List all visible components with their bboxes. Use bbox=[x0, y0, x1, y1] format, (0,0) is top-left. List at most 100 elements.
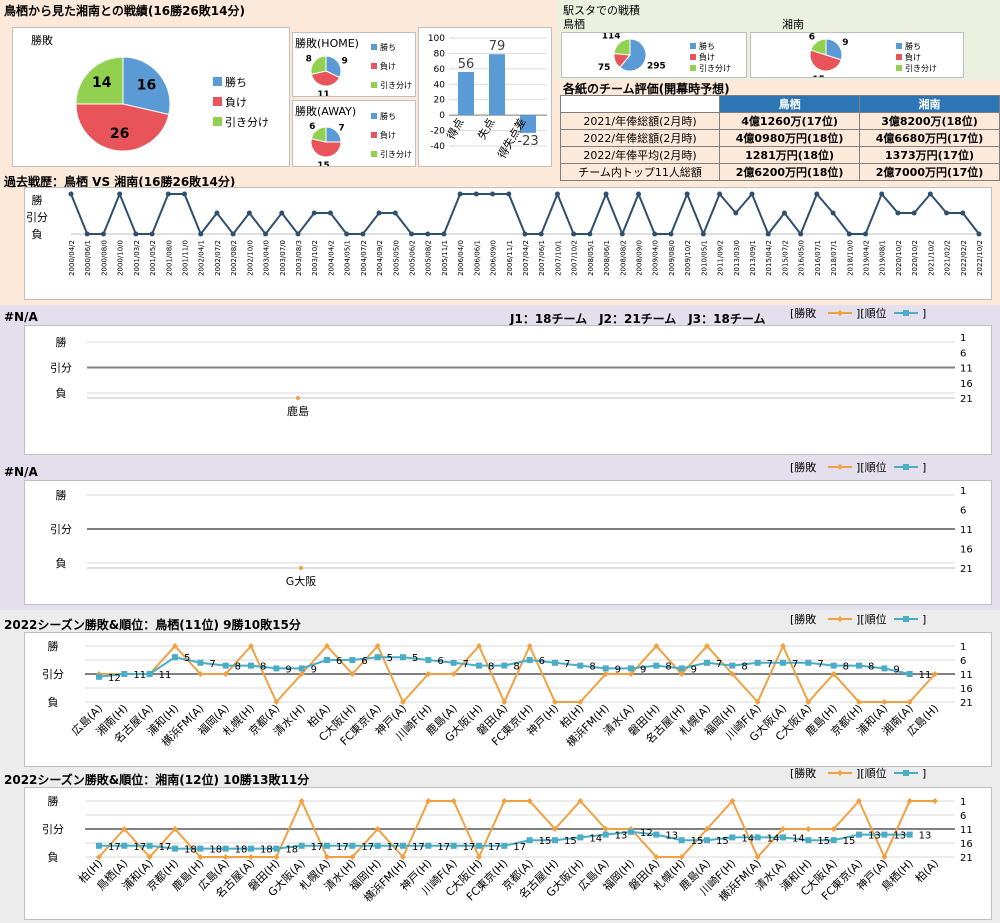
history-date-label: 2009/10/2 bbox=[684, 240, 692, 276]
history-date-label: 2008/08/2 bbox=[619, 240, 627, 276]
legend-swatch bbox=[690, 54, 696, 60]
rank-point bbox=[704, 659, 710, 666]
legend-swatch bbox=[371, 132, 377, 138]
result-point bbox=[704, 826, 710, 832]
history-date-label: 2008/09/0 bbox=[636, 240, 644, 276]
result-point bbox=[501, 798, 508, 804]
eval-row: 2021/年俸総額(2月時) 4億1260万(17位) 3億8200万(18位) bbox=[559, 112, 1000, 130]
eval-tosu-value: 4億0980万円(18位) bbox=[719, 129, 861, 147]
rank-data-label: 18 bbox=[209, 845, 222, 856]
pie-data-label: 8 bbox=[306, 54, 312, 64]
rank-point bbox=[298, 665, 305, 672]
result-point bbox=[248, 643, 254, 649]
rank-point bbox=[476, 662, 482, 669]
result-point bbox=[476, 854, 482, 860]
result-point bbox=[729, 671, 736, 677]
rank-point bbox=[400, 842, 406, 849]
pie-data-label: 15 bbox=[317, 161, 330, 166]
history-point bbox=[733, 210, 739, 216]
history-point bbox=[814, 191, 820, 197]
rank-point bbox=[678, 665, 685, 672]
result-point bbox=[501, 699, 508, 705]
rank-data-label: 11 bbox=[159, 670, 172, 681]
rank-data-label: 8 bbox=[235, 662, 241, 673]
rank-point bbox=[906, 831, 913, 838]
y-axis-label: 負 bbox=[56, 557, 67, 570]
rank-point bbox=[780, 659, 786, 666]
rank-point bbox=[552, 659, 558, 666]
result-point bbox=[197, 671, 204, 677]
result-point bbox=[273, 699, 280, 705]
result-point bbox=[881, 699, 888, 705]
result-point bbox=[830, 671, 837, 677]
y-axis-label: 勝 bbox=[56, 335, 67, 349]
pie-slice-win bbox=[825, 38, 843, 61]
legend-swatch bbox=[371, 44, 377, 50]
result-point bbox=[298, 798, 305, 804]
rank-point bbox=[653, 662, 660, 669]
rank-point bbox=[526, 657, 533, 663]
rank-data-label: 8 bbox=[665, 662, 671, 673]
history-point bbox=[619, 231, 625, 237]
history-date-label: 2001/11/0 bbox=[182, 240, 190, 276]
na1-title: #N/A bbox=[4, 310, 38, 324]
history-point bbox=[473, 191, 479, 197]
pie-data-label: 114 bbox=[602, 33, 621, 41]
result-point bbox=[830, 826, 837, 832]
result-point bbox=[678, 671, 685, 677]
pie-slice-loss bbox=[809, 49, 842, 72]
legend-swatch bbox=[690, 43, 696, 49]
x-category-label: 柏(A) bbox=[912, 856, 941, 885]
history-date-label: 2015/07/2 bbox=[781, 240, 789, 276]
history-point bbox=[198, 231, 204, 237]
home-pie-title: 勝敗(HOME) bbox=[295, 37, 359, 50]
history-date-label: 2001/03/2 bbox=[133, 240, 141, 276]
rank-point bbox=[248, 662, 254, 669]
rank-point bbox=[374, 842, 381, 849]
history-point bbox=[311, 210, 317, 216]
rank-point bbox=[856, 662, 862, 669]
result-point bbox=[856, 699, 862, 705]
history-title: 過去戦歴：鳥栖 VS 湘南(16勝26敗14分) bbox=[4, 175, 236, 189]
rank-tick-label: 1 bbox=[960, 333, 966, 344]
history-date-label: 2007/10/2 bbox=[571, 240, 579, 276]
y-axis-label: 負 bbox=[32, 228, 43, 241]
history-point bbox=[68, 191, 74, 197]
result-point bbox=[374, 826, 381, 832]
rank-data-label: 8 bbox=[843, 662, 849, 673]
result-point bbox=[400, 699, 406, 705]
eval-row-label: チーム内トップ11人総額 bbox=[559, 163, 721, 181]
rank-data-label: 7 bbox=[564, 659, 570, 670]
rank-data-label: 18 bbox=[235, 845, 248, 856]
result-point bbox=[780, 643, 786, 649]
y-axis-label: 負 bbox=[56, 387, 67, 400]
bar-data-label: 79 bbox=[489, 39, 506, 54]
legend-swatch bbox=[690, 65, 696, 71]
pie-data-label: 75 bbox=[598, 63, 611, 73]
bar-tick-label: 100 bbox=[428, 34, 445, 44]
result-point bbox=[197, 854, 204, 860]
result-point bbox=[932, 671, 938, 677]
eval-tosu-value: 4億1260万(17位) bbox=[719, 112, 861, 130]
history-date-label: 2018/10/0 bbox=[846, 240, 854, 276]
rank-data-label: 17 bbox=[387, 842, 400, 853]
rank-point bbox=[450, 659, 457, 666]
eval-shonan-value: 4億6680万円(17位) bbox=[859, 129, 1000, 147]
history-date-label: 2021/10/2 bbox=[927, 240, 935, 276]
result-point bbox=[425, 671, 432, 677]
history-point bbox=[506, 191, 512, 197]
eval-row-label: 2021/年俸総額(2月時) bbox=[559, 112, 721, 130]
history-date-label: 2010/05/1 bbox=[700, 240, 708, 276]
rank-data-label: 9 bbox=[640, 664, 646, 675]
history-date-label: 2013/09/1 bbox=[749, 240, 757, 276]
rank-point bbox=[425, 842, 432, 849]
eval-shonan-value: 2億7000万円(17位) bbox=[859, 163, 1000, 181]
na1-panel: 勝引分負 1 6 11 16 21 鹿島 bbox=[24, 325, 992, 455]
rank-data-label: 5 bbox=[412, 653, 418, 664]
result-point bbox=[856, 798, 862, 804]
s2-panel: 勝引分負 1 6 11 16 21 17 17 17 18 18 18 18 18 17 17 17 17 17 17… bbox=[24, 787, 992, 920]
history-point bbox=[490, 191, 496, 197]
result-point bbox=[602, 671, 609, 677]
